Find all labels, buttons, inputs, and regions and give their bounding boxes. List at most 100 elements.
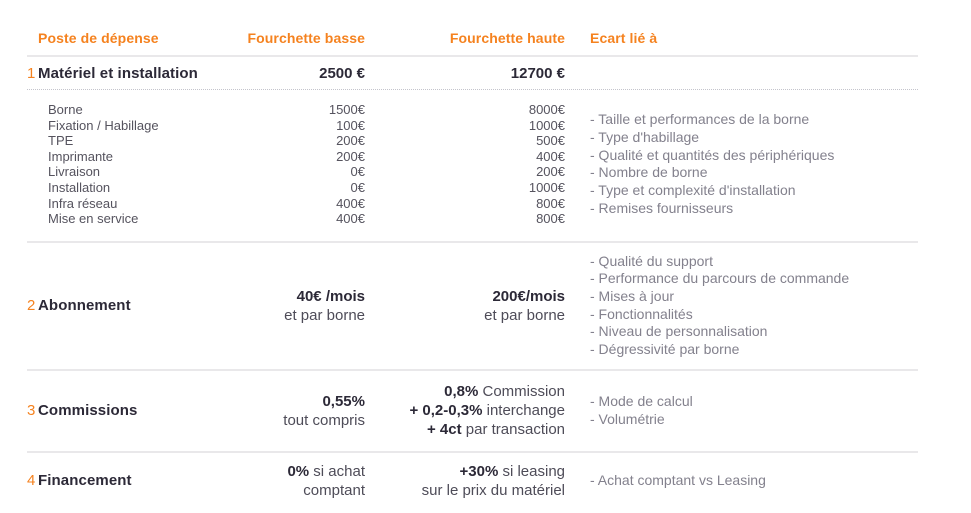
high-value: 0,8% Commission + 0,2-0,3% interchange + 4… (365, 382, 565, 439)
section-number: 2 (27, 297, 36, 315)
section-row-commissions: 3 Commissions 0,55% tout compris 0,8% Com… (27, 371, 918, 451)
gap-item: - Performance du parcours de commande (590, 270, 850, 287)
value-normal: interchange (482, 402, 565, 420)
subrow-label: Livraison (48, 164, 101, 180)
value-normal: par transaction (461, 421, 565, 439)
gap-item: - Taille et performances de la borne (590, 111, 810, 128)
gap-item: - Volumétrie (590, 410, 665, 427)
section-detail-materiel: Borne 1500€ 8000€ Fixation / Habillage 1… (27, 90, 918, 241)
table-row: Fixation / Habillage 100€ 1000€ (27, 118, 565, 134)
section-number: 4 (27, 472, 36, 490)
gap-item: - Qualité du support (590, 252, 713, 269)
value-bold: 200€/mois (492, 287, 565, 305)
subrow-high-value: 800€ (536, 211, 565, 227)
low-value: 0,55% tout compris (238, 392, 365, 430)
gap-item: - Fonctionnalités (590, 305, 693, 322)
subrow-high-value: 400€ (536, 148, 565, 164)
value-normal: sur le prix du matériel (421, 481, 565, 499)
header-col-high: Fourchette haute (449, 30, 565, 46)
subrow-low-value: 200€ (336, 133, 365, 149)
low-value: 40€ /mois et par borne (238, 287, 365, 325)
table-row: Imprimante 200€ 400€ (27, 149, 565, 165)
subrow-label: Installation (48, 179, 111, 195)
divider (27, 55, 918, 57)
gap-item: - Remises fournisseurs (590, 199, 734, 216)
gap-item: - Type d'habillage (590, 128, 700, 145)
subrow-low-value: 400€ (336, 195, 365, 211)
value-bold: 0,55% (322, 392, 365, 410)
subrow-low-value: 0€ (350, 179, 365, 195)
gap-item: - Dégressivité par borne (590, 341, 740, 358)
gap-item: - Type et complexité d'installation (590, 182, 796, 199)
divider (27, 240, 918, 243)
subrow-label: Mise en service (48, 211, 139, 227)
gap-list: - Achat comptant vs Leasing (565, 472, 918, 490)
header-col-low: Fourchette basse (247, 30, 365, 46)
subrow-low-value: 400€ (336, 211, 365, 227)
subrow-low-value: 200€ (336, 148, 365, 164)
subrow-low-value: 0€ (350, 164, 365, 180)
gap-item: - Achat comptant vs Leasing (590, 471, 766, 488)
subrow-list: Borne 1500€ 8000€ Fixation / Habillage 1… (27, 102, 565, 227)
value-normal: tout compris (283, 411, 365, 429)
subrow-high-value: 500€ (536, 133, 565, 149)
subrow-label: Imprimante (48, 148, 114, 164)
table-row: Installation 0€ 1000€ (27, 180, 565, 196)
subrow-label: Infra réseau (48, 195, 118, 211)
divider (27, 450, 918, 453)
value-normal: et par borne (484, 306, 565, 324)
divider (27, 368, 918, 371)
subrow-low-value: 100€ (336, 117, 365, 133)
subrow-label: Borne (48, 102, 83, 117)
section-row-abonnement: 2 Abonnement 40€ /mois et par borne 200€/… (27, 243, 918, 369)
value-normal: si leasing (498, 462, 565, 480)
gap-item: - Nombre de borne (590, 164, 708, 181)
section-number: 3 (27, 402, 36, 420)
value-bold: 12700 € (510, 64, 565, 82)
value-normal: Commission (478, 383, 565, 401)
subrow-high-value: 1000€ (528, 179, 565, 195)
section-row-materiel: 1 Matériel et installation 2500 € 12700 … (27, 57, 918, 89)
table-row: Borne 1500€ 8000€ (27, 102, 565, 118)
value-bold: 40€ /mois (296, 287, 365, 305)
subrow-high-value: 8000€ (528, 102, 565, 117)
value-normal: comptant (303, 481, 365, 499)
section-row-financement: 4 Financement 0% si achat comptant +30% s… (27, 453, 918, 509)
gap-item: - Mises à jour (590, 288, 675, 305)
section-title: Abonnement (38, 297, 131, 315)
gap-list: - Mode de calcul - Volumétrie (565, 393, 918, 428)
value-bold: 0% (287, 462, 310, 480)
value-bold: 2500 € (319, 64, 365, 82)
high-value: 12700 € (365, 64, 565, 83)
high-value: +30% si leasing sur le prix du matériel (365, 462, 565, 500)
subrow-high-value: 800€ (536, 195, 565, 211)
value-bold: + 4ct (427, 421, 462, 439)
header-col-expense: Poste de dépense (38, 30, 159, 46)
subrow-label: Fixation / Habillage (48, 117, 159, 133)
value-bold: + 0,2-0,3% (409, 402, 483, 420)
table-row: Infra réseau 400€ 800€ (27, 196, 565, 212)
value-normal: et par borne (284, 306, 365, 324)
gap-list: - Taille et performances de la borne - Ty… (565, 111, 918, 217)
value-bold: 0,8% (444, 383, 479, 401)
low-value: 0% si achat comptant (238, 462, 365, 500)
gap-item: - Qualité et quantités des périphériques (590, 146, 835, 163)
section-title: Matériel et installation (38, 64, 198, 82)
section-title: Financement (38, 472, 132, 490)
value-bold: +30% (459, 462, 499, 480)
gap-item: - Mode de calcul (590, 393, 693, 410)
section-title: Commissions (38, 402, 138, 420)
dotted-divider (27, 89, 918, 90)
table-header-row: Poste de dépense Fourchette basse Fourch… (27, 30, 918, 55)
section-number: 1 (27, 64, 36, 82)
table-row: TPE 200€ 500€ (27, 133, 565, 149)
value-normal: si achat (309, 462, 365, 480)
gap-list: - Qualité du support - Performance du par… (565, 253, 918, 359)
high-value: 200€/mois et par borne (365, 287, 565, 325)
gap-item: - Niveau de personnalisation (590, 323, 768, 340)
subrow-high-value: 200€ (536, 164, 565, 180)
table-row: Livraison 0€ 200€ (27, 164, 565, 180)
subrow-low-value: 1500€ (328, 102, 365, 117)
low-value: 2500 € (238, 64, 365, 83)
